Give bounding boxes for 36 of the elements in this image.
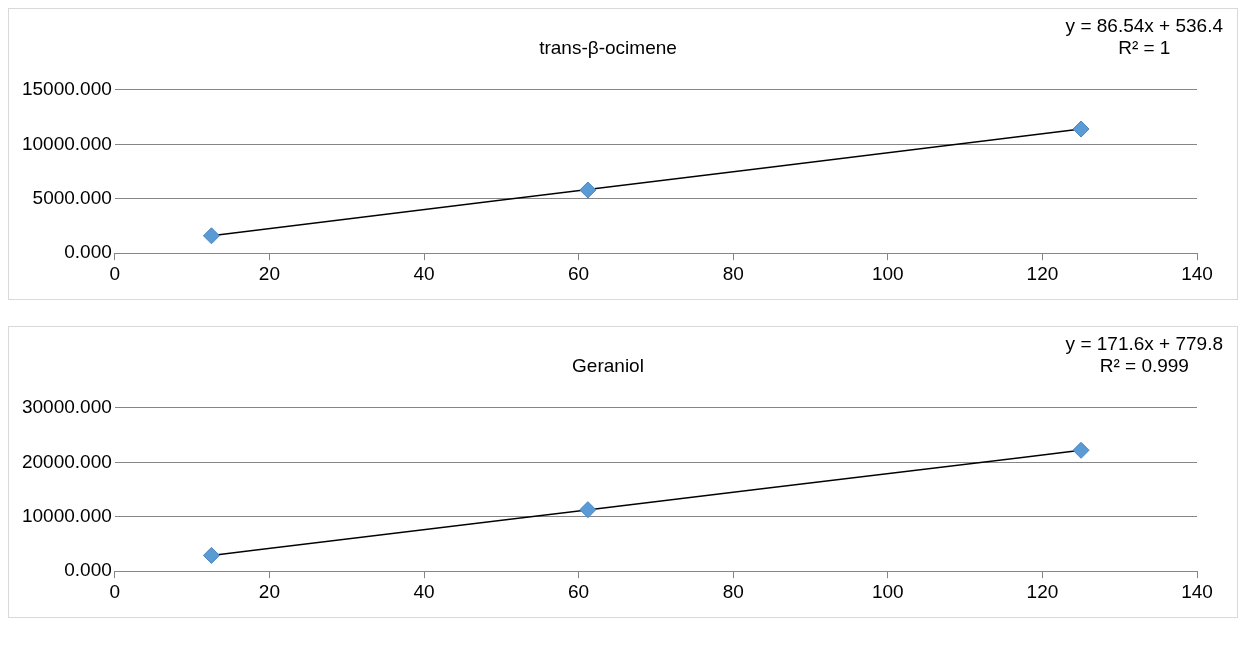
point bbox=[1072, 120, 1090, 138]
point bbox=[202, 546, 220, 564]
chart-title: trans-β-ocimene bbox=[539, 36, 677, 58]
x-tick-label: 20 bbox=[258, 262, 280, 284]
x-tick-label: 80 bbox=[722, 262, 744, 284]
x-tick-label: 60 bbox=[568, 262, 590, 284]
text: R² = 0.999 bbox=[1099, 354, 1189, 376]
x-tick-label: 100 bbox=[871, 580, 904, 602]
point bbox=[202, 227, 220, 245]
y-tick-label: 0.000 bbox=[64, 559, 112, 581]
x-tick-label: 120 bbox=[1026, 262, 1059, 284]
text: y = 86.54x + 536.4 bbox=[1065, 14, 1224, 36]
x-tick-label: 40 bbox=[413, 580, 435, 602]
x-tick-label: 120 bbox=[1026, 580, 1059, 602]
x-tick-label: 0 bbox=[109, 262, 121, 284]
point bbox=[1072, 441, 1090, 459]
x-tick-label: 40 bbox=[413, 262, 435, 284]
x-tick-label: 20 bbox=[258, 580, 280, 602]
x-tick-label: 100 bbox=[871, 262, 904, 284]
text: R² = 1 bbox=[1118, 36, 1171, 58]
x-tick-label: 0 bbox=[109, 580, 121, 602]
x-tick-label: 140 bbox=[1181, 580, 1213, 602]
y-tick-label: 30000.000 bbox=[21, 396, 112, 418]
point bbox=[579, 501, 597, 519]
y-tick-label: 20000.000 bbox=[21, 450, 112, 472]
y-tick-label: 10000.000 bbox=[21, 132, 112, 154]
text: y = 171.6x + 779.8 bbox=[1065, 332, 1223, 354]
x-tick-label: 140 bbox=[1181, 262, 1213, 284]
y-tick-label: 15000.000 bbox=[21, 78, 112, 100]
chart-title: Geraniol bbox=[572, 354, 644, 376]
y-tick-label: 5000.000 bbox=[32, 186, 112, 208]
x-tick-label: 60 bbox=[568, 580, 590, 602]
y-tick-label: 10000.000 bbox=[21, 504, 112, 526]
y-tick-label: 0.000 bbox=[64, 241, 112, 263]
point bbox=[579, 181, 597, 199]
x-tick-label: 80 bbox=[722, 580, 744, 602]
